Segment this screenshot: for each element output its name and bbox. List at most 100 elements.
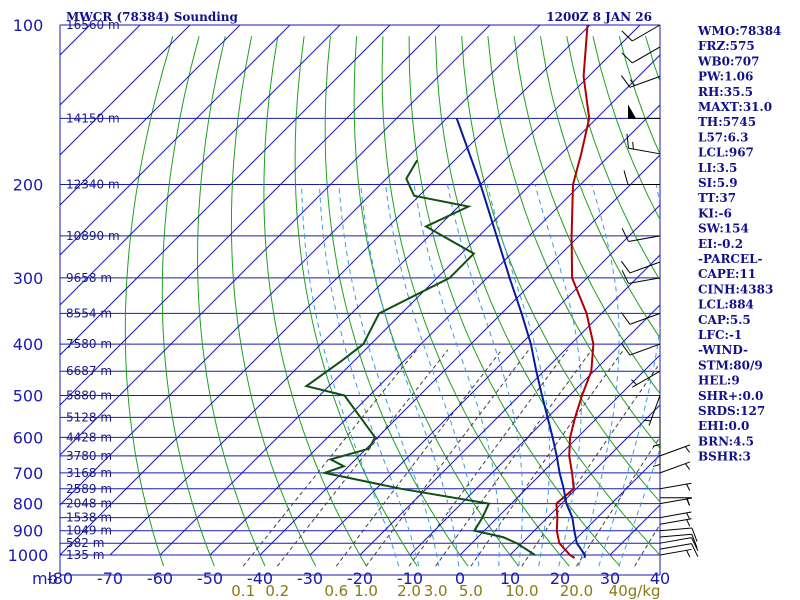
mixing-ratio-label: 3.0 [424,582,448,600]
isotherm-line [60,25,241,206]
wind-barb-staff [628,277,661,284]
wind-barb-feather [620,260,631,274]
isotherm-line [60,25,491,456]
wind-barb-staff [659,482,692,490]
mixing-ratio-labels: 0.1 0.2 0.6 1.0 2.0 3.0 5.0 10.0 20.0 40g/kg [231,582,660,600]
index-item: SI:5.9 [698,176,738,190]
wind-barbs [620,24,699,558]
isotherm-line [60,25,191,156]
isotherm-line [109,25,641,556]
isotherm-line [259,154,660,556]
index-item: PW:1.06 [698,70,753,84]
wind-barb-staff [629,261,661,274]
index-item: LI:3.5 [698,161,737,175]
wind-barb-staff [659,511,692,519]
height-label: 135 m [66,548,104,562]
wind-barb [659,482,692,491]
mixing-ratio-lines [242,349,660,567]
index-item: -WIND- [698,343,748,357]
index-item: SHR+:0.0 [698,389,763,403]
wind-barb-staff [629,343,661,356]
wind-barb-staff [659,461,691,474]
wind-barb-staff [659,497,692,505]
pressure-tick-label: 1000 [8,546,49,565]
height-label: 2048 m [66,497,112,511]
wind-barb-staff [659,527,692,532]
wind-barb-feather [623,170,629,185]
wind-barb-half-feather [631,379,637,386]
wind-barb [659,548,692,558]
height-label: 12340 m [66,178,120,192]
temperature-tick-label: 30 [600,569,620,588]
height-label: 3780 m [66,449,112,463]
wind-barb [659,543,699,557]
index-item: EHI:0.0 [698,419,749,433]
wind-barb-half-feather [686,519,691,527]
pressure-tick-label: 600 [13,428,44,447]
index-item: KI:-6 [698,206,732,220]
index-item: CAP:5.5 [698,313,751,327]
height-label: 14150 m [66,111,120,125]
pressure-tick-label: 500 [13,386,44,405]
wind-barb-feather [621,270,629,284]
mixing-ratio-label: 1.0 [354,582,378,600]
wind-barb-half-feather [629,79,636,86]
moist-adiabat [385,184,480,567]
wind-barb-half-feather [686,497,690,505]
wind-barb-staff [632,46,661,64]
height-label: 6687 m [66,364,112,378]
dry-adiabat [487,36,660,450]
isotherm-line [209,104,660,556]
mixing-ratio-line [521,362,660,567]
mixing-ratio-line [408,349,569,567]
wind-barb-pennant [628,104,636,119]
wind-barb-staff [632,24,661,42]
dry-adiabat [124,36,174,567]
index-item: -PARCEL- [698,252,763,266]
wind-barb [620,260,661,274]
mixing-ratio-line [435,349,593,567]
temperature-tick-label: -60 [147,569,173,588]
temperature-tick-label: -50 [197,569,223,588]
mixing-ratio-line [335,349,503,567]
index-item: CAPE:11 [698,267,756,281]
wind-barb [626,133,661,155]
wind-barb-half-feather [684,446,691,453]
height-labels: 16560 m 14150 m 12340 m 10890 m 9658 m 8554 m… [66,18,120,562]
wind-barb-staff [659,543,692,550]
wind-barb [659,537,699,551]
index-item: RH:35.5 [698,85,753,99]
height-label: 582 m [66,536,104,550]
wind-barb [652,417,661,450]
isotherm-line [60,25,441,406]
index-item: SRDS:127 [698,404,765,418]
mixing-ratio-label: 0.1 [231,582,255,600]
mixing-ratio-line [365,349,530,567]
index-item: WMO:78384 [697,24,781,38]
mixing-ratio-line [576,436,660,567]
moist-adiabat [447,184,524,567]
height-label: 2589 m [66,482,112,496]
index-item: TT:37 [698,191,736,205]
wind-barb [631,370,661,388]
wind-barb-half-feather [652,463,661,467]
index-item: WB0:707 [697,54,759,68]
dry-adiabat [294,36,418,567]
wind-barb-staff [648,395,661,426]
height-label: 10890 m [66,229,120,243]
index-item: BRN:4.5 [698,434,754,448]
wind-barb-half-feather [684,463,691,470]
temperature-tick-label: -30 [297,569,323,588]
wind-barb-staff [659,444,691,457]
index-item: EI:-0.2 [698,237,743,251]
wind-barb [621,270,661,284]
mixing-ratio-line [242,349,418,567]
wind-barb-staff [628,147,661,155]
parcel-profile [455,117,587,559]
wind-barb-half-feather [686,550,691,558]
height-label: 3168 m [66,466,112,480]
dry-adiabat [324,36,469,567]
temperature-tick-label: -70 [97,569,123,588]
isotherm-line [309,204,660,556]
